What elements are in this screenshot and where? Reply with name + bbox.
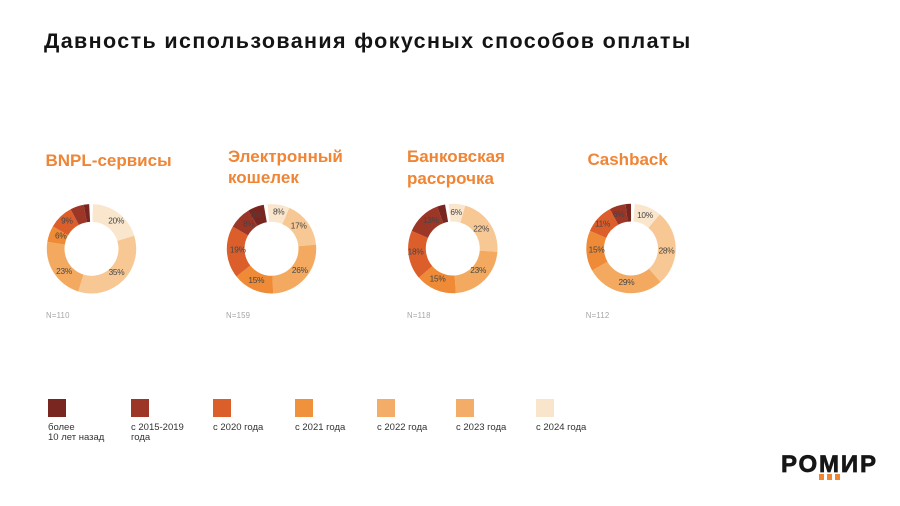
svg-text:9%: 9% bbox=[61, 216, 73, 226]
svg-text:15%: 15% bbox=[589, 244, 606, 254]
svg-text:22%: 22% bbox=[473, 224, 490, 234]
svg-text:15%: 15% bbox=[248, 275, 265, 285]
svg-text:11%: 11% bbox=[595, 219, 611, 229]
svg-text:35%: 35% bbox=[109, 267, 126, 277]
svg-text:6%: 6% bbox=[613, 209, 625, 219]
svg-text:26%: 26% bbox=[292, 265, 309, 275]
svg-text:19%: 19% bbox=[230, 244, 247, 254]
svg-text:6%: 6% bbox=[251, 210, 263, 220]
svg-text:29%: 29% bbox=[618, 277, 635, 287]
svg-text:13%: 13% bbox=[423, 215, 440, 225]
svg-text:23%: 23% bbox=[470, 265, 487, 275]
svg-text:10%: 10% bbox=[637, 210, 654, 220]
svg-text:15%: 15% bbox=[430, 274, 447, 284]
svg-text:28%: 28% bbox=[659, 245, 676, 255]
svg-text:23%: 23% bbox=[56, 266, 73, 276]
svg-text:20%: 20% bbox=[108, 216, 125, 226]
svg-text:8%: 8% bbox=[243, 218, 255, 228]
svg-text:17%: 17% bbox=[291, 220, 308, 230]
svg-text:6%: 6% bbox=[450, 207, 462, 217]
svg-text:18%: 18% bbox=[408, 246, 425, 256]
svg-text:6%: 6% bbox=[55, 231, 67, 241]
svg-text:8%: 8% bbox=[273, 206, 285, 216]
